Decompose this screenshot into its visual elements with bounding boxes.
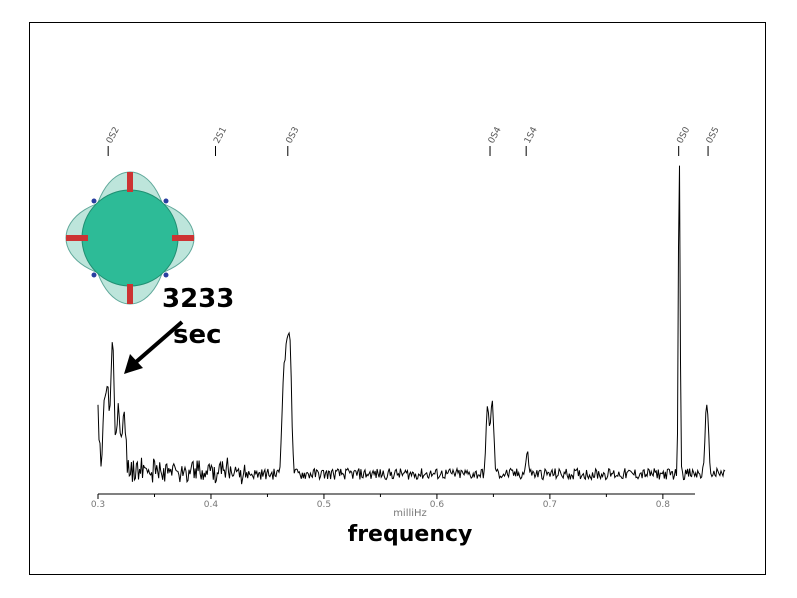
- annotation-arrow-shaft: [134, 320, 184, 364]
- oscillating-sphere-illustration: [65, 171, 195, 305]
- peak-label: 0S3: [285, 126, 302, 146]
- node-dot: [163, 272, 169, 278]
- annotation-arrow-head: [124, 354, 143, 374]
- peak-label: 0S4: [487, 125, 504, 145]
- x-tick-label: 0.7: [543, 500, 557, 510]
- x-tick-label: 0.8: [656, 500, 671, 510]
- sphere-body: [81, 189, 179, 287]
- node-dot: [91, 272, 97, 278]
- node-dot: [91, 198, 97, 204]
- x-tick-label: 0.6: [430, 500, 445, 510]
- peak-label: 1S4: [523, 125, 540, 145]
- x-axis-title: frequency: [348, 522, 473, 547]
- x-tick-label: 0.4: [204, 500, 219, 510]
- x-axis-label: milliHz: [393, 508, 427, 519]
- peak-label: 0S2: [105, 126, 122, 146]
- x-axis-ticks: 0.3 0.4 0.5 0.6 0.7 0.8: [91, 494, 670, 510]
- peak-labels: 0S2 2S1 0S3 0S4 1S4 0S0 0S5: [105, 125, 722, 156]
- x-tick-label: 0.5: [317, 500, 331, 510]
- peak-label: 0S0: [676, 125, 693, 145]
- peak-label: 2S1: [212, 126, 229, 146]
- spectrum-line: [97, 165, 726, 485]
- x-tick-label: 0.3: [91, 500, 105, 510]
- chart-frame: [29, 22, 766, 575]
- node-dot: [163, 198, 169, 204]
- peak-label: 0S5: [705, 126, 722, 146]
- period-value: 3233: [162, 284, 234, 314]
